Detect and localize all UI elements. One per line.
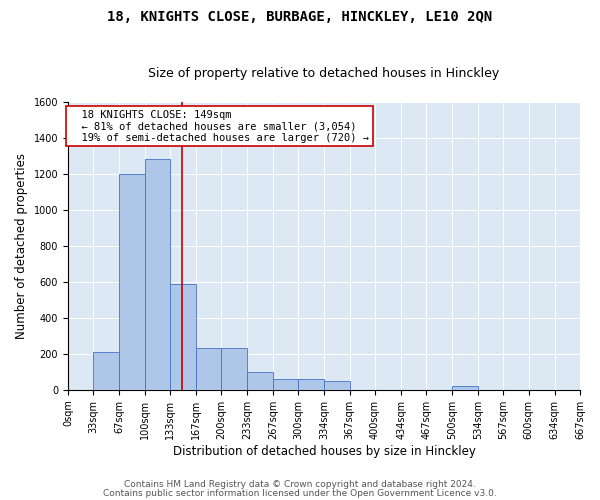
Bar — [298, 379, 325, 390]
Text: 18, KNIGHTS CLOSE, BURBAGE, HINCKLEY, LE10 2QN: 18, KNIGHTS CLOSE, BURBAGE, HINCKLEY, LE… — [107, 10, 493, 24]
Bar — [325, 381, 350, 390]
Bar — [273, 379, 298, 390]
Bar — [145, 159, 170, 390]
Bar — [221, 348, 247, 390]
Text: 18 KNIGHTS CLOSE: 149sqm
  ← 81% of detached houses are smaller (3,054)
  19% of: 18 KNIGHTS CLOSE: 149sqm ← 81% of detach… — [70, 110, 370, 143]
Bar — [247, 372, 273, 390]
Bar — [93, 352, 119, 390]
Y-axis label: Number of detached properties: Number of detached properties — [15, 152, 28, 338]
Bar — [170, 284, 196, 390]
Text: Contains public sector information licensed under the Open Government Licence v3: Contains public sector information licen… — [103, 490, 497, 498]
X-axis label: Distribution of detached houses by size in Hinckley: Distribution of detached houses by size … — [173, 444, 475, 458]
Bar — [196, 348, 221, 390]
Title: Size of property relative to detached houses in Hinckley: Size of property relative to detached ho… — [148, 66, 500, 80]
Bar — [119, 174, 145, 390]
Bar — [452, 386, 478, 390]
Text: Contains HM Land Registry data © Crown copyright and database right 2024.: Contains HM Land Registry data © Crown c… — [124, 480, 476, 489]
